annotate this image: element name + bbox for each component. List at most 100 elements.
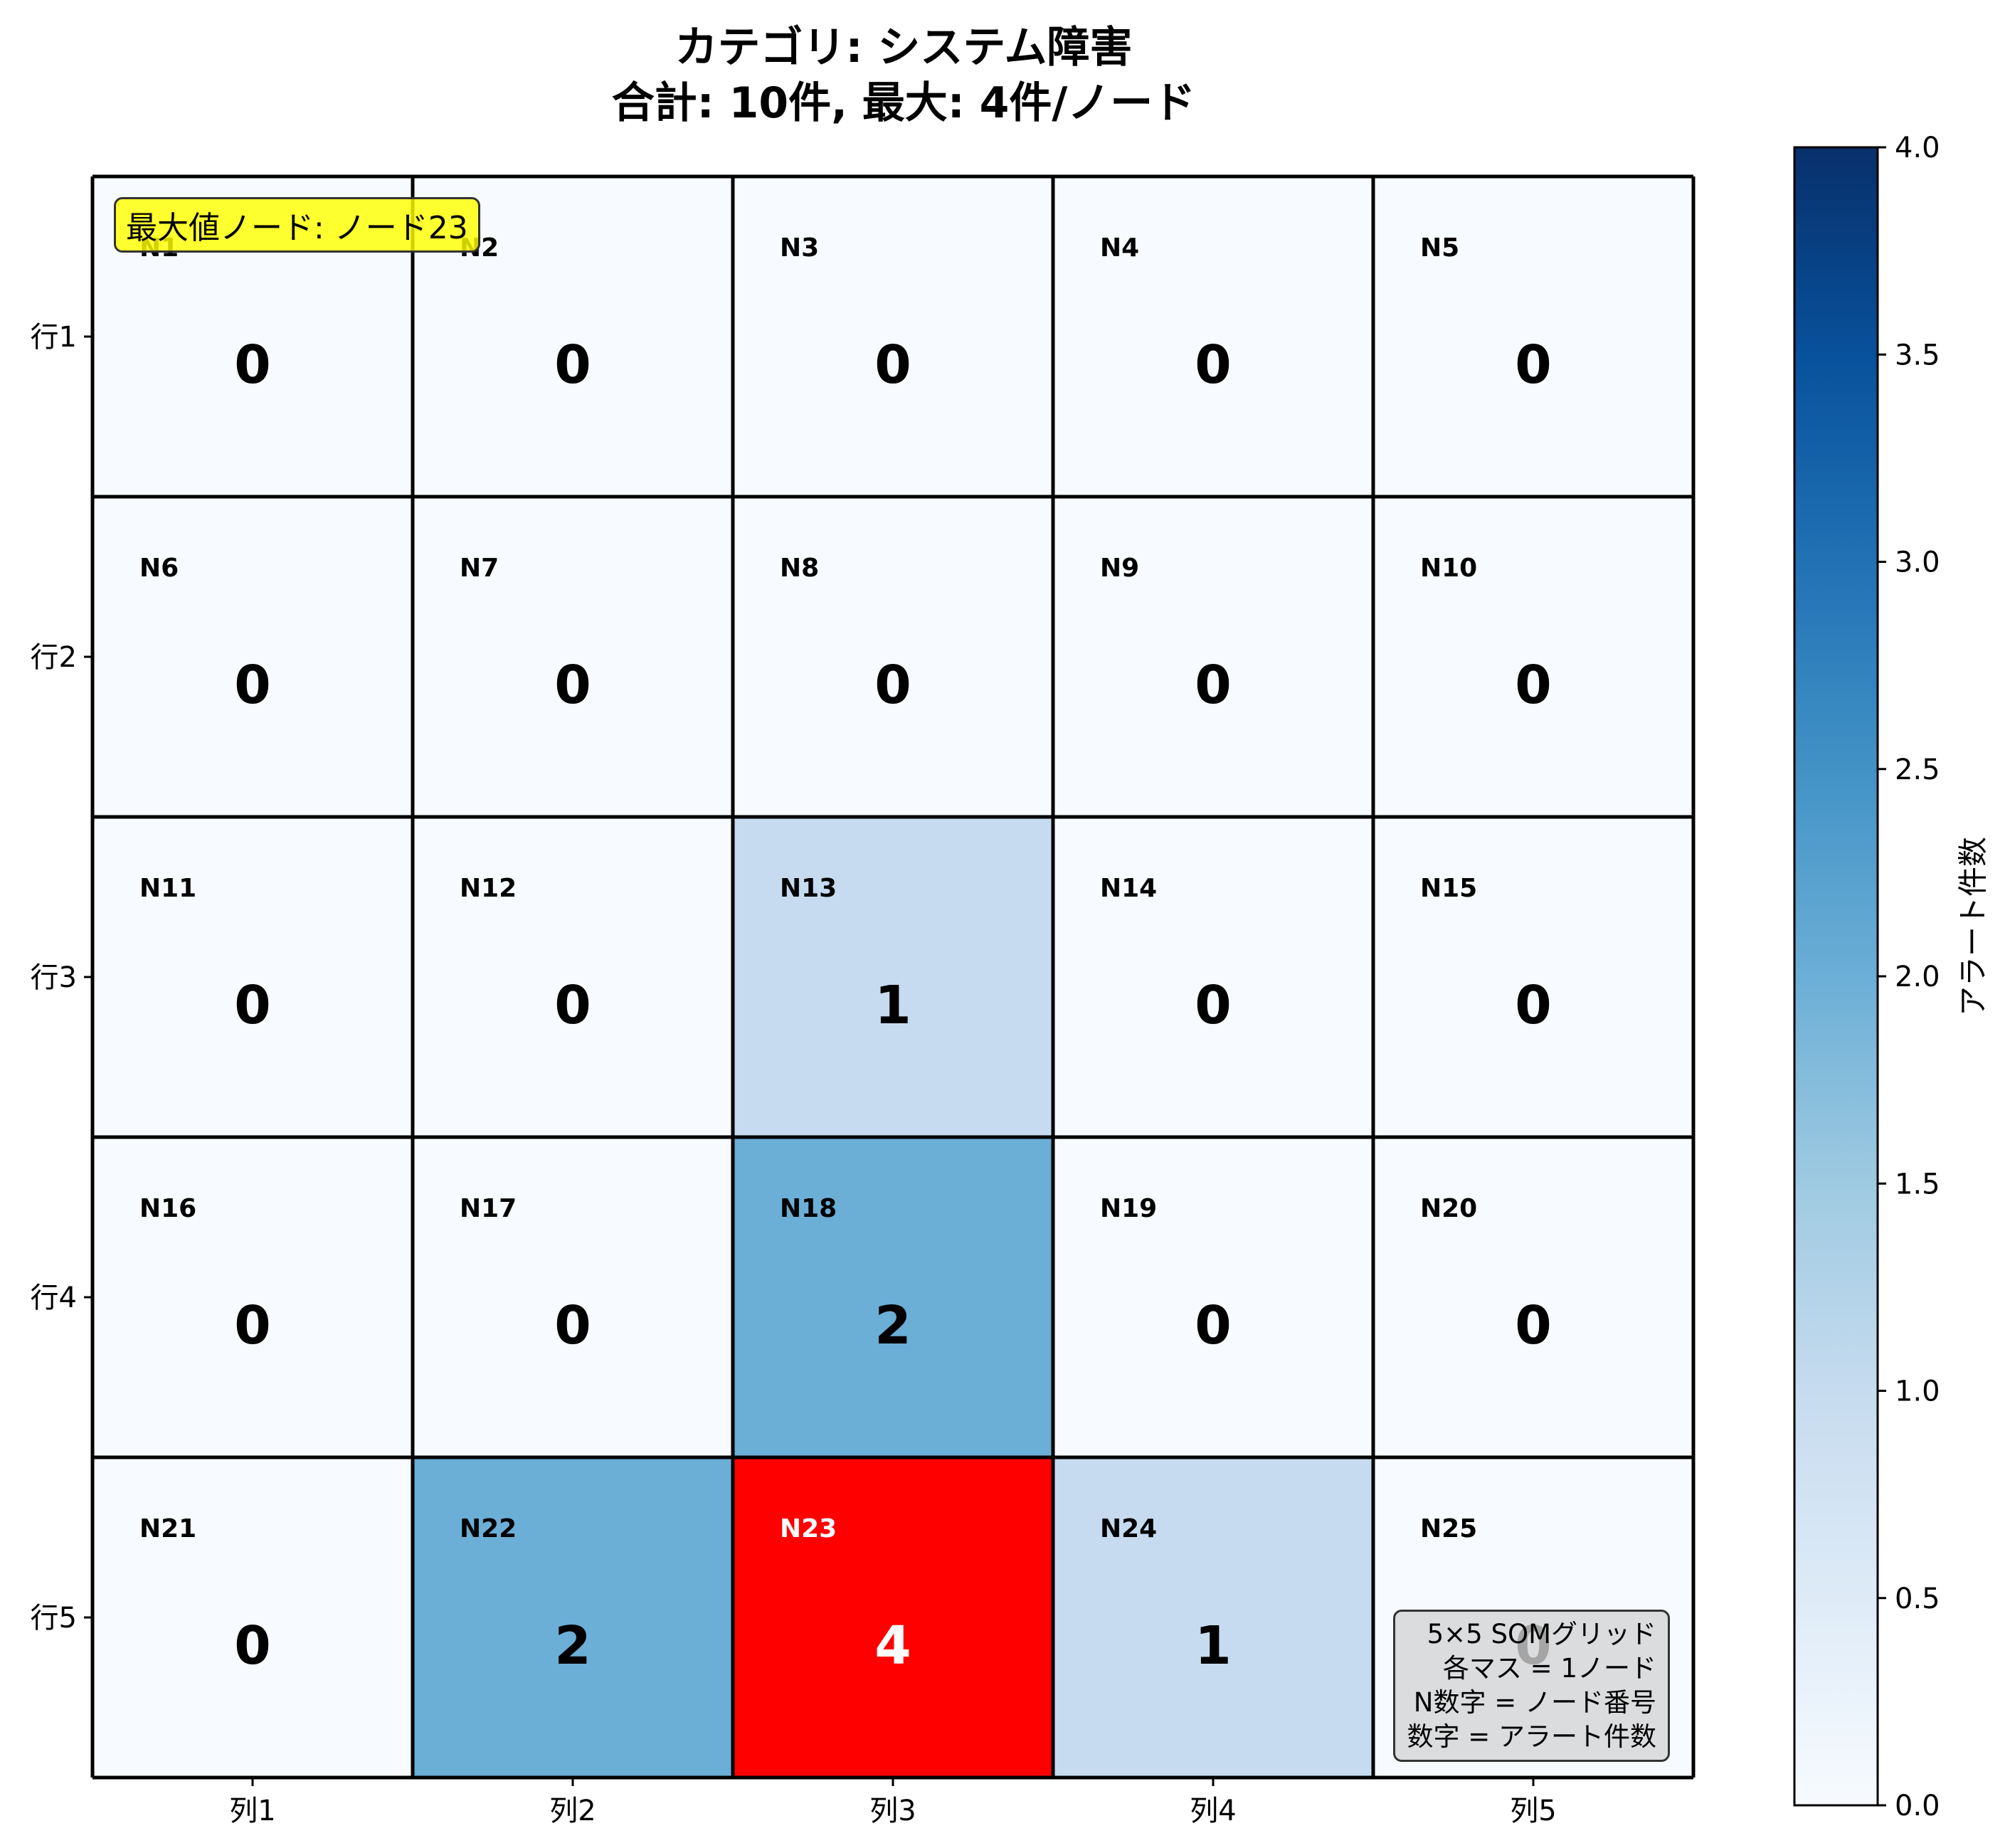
heatmap-cell [1053,817,1373,1137]
cell-value: 0 [1195,975,1232,1036]
legend-info-box: 5×5 SOMグリッド 各マス = 1ノード N数字 = ノード番号 数字 = … [1393,1610,1670,1762]
node-label: N11 [139,874,196,903]
colorbar-bar [1793,146,1879,1807]
node-label: N12 [460,874,517,903]
heatmap-cell [1053,176,1373,497]
colorbar-label: アラート件数 [1955,836,1991,1017]
node-label: N7 [460,554,499,583]
node-label: N25 [1420,1514,1477,1543]
x-tick-label: 列5 [1510,1795,1556,1827]
info-line: 5×5 SOMグリッド [1427,1619,1656,1649]
cell-value: 1 [1195,1615,1232,1677]
heatmap-axes: 列1 列2 列3 列4 列5 行1 行2 行3 行4 行5 [31,321,1557,1827]
cell-value: 1 [874,975,911,1036]
colorbar-tick-label: 3.5 [1895,339,1940,371]
node-label: N5 [1420,233,1459,263]
info-line: 数字 = アラート件数 [1407,1721,1656,1752]
cell-value: 0 [874,655,911,716]
heatmap-gridlines [90,174,1696,1780]
heatmap-cell [733,1457,1053,1778]
cell-value: 0 [1515,334,1552,396]
cell-value: 2 [874,1295,911,1356]
cell-value: 4 [874,1615,911,1677]
colorbar-tick-label: 1.5 [1895,1168,1940,1200]
cell-value: 0 [1515,655,1552,716]
colorbar-tick-label: 0.0 [1895,1790,1940,1822]
heatmap-cell [733,497,1053,817]
node-label: N6 [139,554,179,583]
node-label: N18 [780,1194,837,1223]
node-label: N17 [460,1194,517,1223]
node-label: N16 [139,1194,196,1223]
node-label: N24 [1100,1514,1157,1543]
node-label: N9 [1100,554,1139,583]
node-label: N8 [780,554,819,583]
heatmap-cell [1053,1137,1373,1457]
node-label: N23 [780,1514,837,1543]
cell-value: 0 [234,1615,271,1677]
cell-value: 0 [1195,334,1232,396]
cell-value: 0 [234,1295,271,1356]
x-tick-label: 列1 [229,1795,275,1827]
heatmap-cell [1053,1457,1373,1778]
x-tick-label: 列3 [869,1795,916,1827]
colorbar-tick-label: 2.0 [1895,961,1940,993]
heatmap-cell [733,817,1053,1137]
y-tick-label: 行1 [31,321,77,354]
cell-value: 0 [554,1295,591,1356]
x-tick-label: 列4 [1190,1795,1236,1827]
heatmap-cell [92,1137,413,1457]
cell-value: 0 [234,334,271,396]
node-label: N19 [1100,1194,1157,1223]
heatmap-cell [413,497,733,817]
y-tick-label: 行2 [31,641,77,674]
cell-value: 0 [1195,1295,1232,1356]
node-label: N13 [780,874,837,903]
heatmap-cell [733,1137,1053,1457]
colorbar-tick-label: 1.0 [1895,1376,1940,1408]
colorbar: 0.0 0.5 1.0 1.5 2.0 2.5 3.0 3.5 4.0 [1793,132,1940,1822]
chart-title-line1: カテゴリ: システム障害 [675,23,1133,73]
heatmap-cell [1373,176,1693,497]
cell-value: 0 [234,655,271,716]
cell-value: 2 [554,1615,591,1677]
cell-value: 0 [1515,1295,1552,1356]
cell-value: 0 [1195,655,1232,716]
info-line: 各マス = 1ノード [1442,1653,1656,1684]
colorbar-tick-label: 0.5 [1895,1583,1940,1615]
info-line: N数字 = ノード番号 [1413,1687,1656,1718]
cell-value: 0 [554,655,591,716]
heatmap-cell [92,1457,413,1778]
node-label: N20 [1420,1194,1477,1223]
node-label: N14 [1100,874,1157,903]
node-label: N22 [460,1514,517,1543]
cell-value: 0 [234,975,271,1036]
chart-title-line2: 合計: 10件, 最大: 4件/ノード [611,78,1196,128]
max-node-annotation: 最大値ノード: ノード23 [114,197,480,253]
cell-value: 0 [554,975,591,1036]
node-label: N10 [1420,554,1477,583]
heatmap-cell [413,817,733,1137]
heatmap-cell-text: N10N20N30N40N50N60N70N80N90N100N110N120N… [139,233,1552,1677]
heatmap-cells [92,176,1693,1778]
heatmap-cell [1373,817,1693,1137]
node-label: N21 [139,1514,196,1543]
heatmap-cell [92,817,413,1137]
node-label: N3 [780,233,819,263]
heatmap-cell [1053,497,1373,817]
heatmap-cell [733,176,1053,497]
cell-value: 0 [1515,975,1552,1036]
heatmap-cell [92,497,413,817]
y-tick-label: 行3 [31,961,77,994]
heatmap-cell [1373,497,1693,817]
colorbar-tick-label: 4.0 [1895,132,1940,164]
colorbar-tick-label: 2.5 [1895,754,1940,786]
heatmap-cell [1373,1137,1693,1457]
y-tick-label: 行4 [31,1282,77,1314]
heatmap-cell [413,1457,733,1778]
node-label: N4 [1100,233,1139,263]
colorbar-tick-label: 3.0 [1895,547,1940,579]
cell-value: 0 [554,334,591,396]
node-label: N15 [1420,874,1477,903]
